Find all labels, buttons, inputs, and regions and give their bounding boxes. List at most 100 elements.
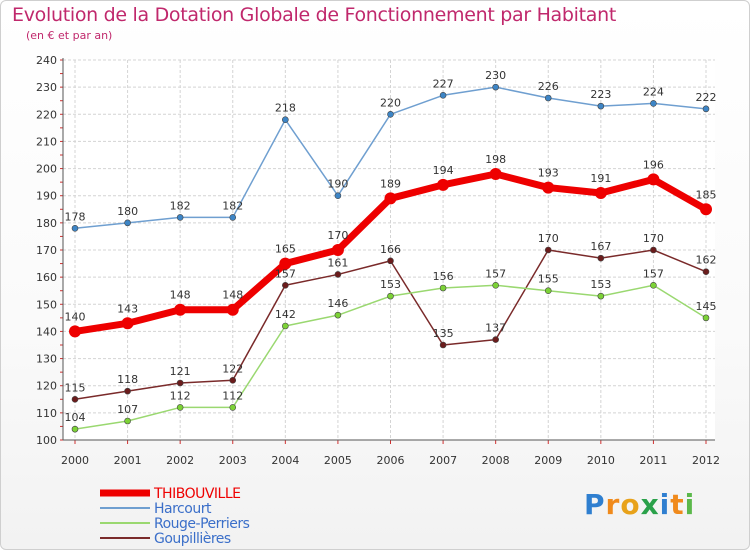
data-point xyxy=(279,257,292,270)
data-label: 157 xyxy=(485,267,506,280)
data-label: 145 xyxy=(696,300,717,313)
data-label: 170 xyxy=(643,232,664,245)
data-point xyxy=(544,246,552,254)
data-point xyxy=(650,100,657,107)
data-label: 135 xyxy=(433,327,454,340)
data-label: 185 xyxy=(696,188,717,201)
x-tick-label: 2004 xyxy=(271,454,299,467)
data-label: 142 xyxy=(275,308,296,321)
data-label: 112 xyxy=(222,389,243,402)
data-label: 140 xyxy=(65,310,86,323)
y-tick-label: 130 xyxy=(36,353,57,366)
data-label: 191 xyxy=(590,172,611,185)
x-tick-label: 2002 xyxy=(166,454,194,467)
y-tick-label: 220 xyxy=(36,108,57,121)
data-label: 104 xyxy=(65,411,86,424)
y-tick-label: 120 xyxy=(36,380,57,393)
data-point xyxy=(439,91,447,99)
x-tick-label: 2006 xyxy=(377,454,405,467)
data-label: 194 xyxy=(433,164,454,177)
y-tick-label: 160 xyxy=(36,271,57,284)
data-label: 137 xyxy=(485,322,506,335)
data-point xyxy=(124,417,131,425)
data-label: 222 xyxy=(696,91,717,104)
y-tick-label: 150 xyxy=(36,298,57,311)
data-label: 198 xyxy=(485,153,506,166)
data-label: 118 xyxy=(117,373,138,386)
data-point xyxy=(71,224,79,232)
data-point xyxy=(176,214,184,221)
data-label: 153 xyxy=(380,278,401,291)
y-tick-label: 170 xyxy=(36,244,57,257)
data-label: 180 xyxy=(117,205,138,218)
data-point xyxy=(334,192,342,200)
data-label: 182 xyxy=(222,199,243,212)
data-point xyxy=(437,178,450,191)
data-point xyxy=(334,311,342,319)
data-point xyxy=(121,317,134,330)
data-point xyxy=(174,303,187,316)
logo-letter: t xyxy=(670,488,685,521)
logo-letter: x xyxy=(640,488,660,521)
data-label: 107 xyxy=(117,403,138,416)
logo-letter: i xyxy=(684,488,696,521)
data-point xyxy=(387,257,394,265)
data-label: 157 xyxy=(643,267,664,280)
data-point xyxy=(176,404,184,411)
data-point xyxy=(492,83,499,91)
logo-letter: P xyxy=(584,488,606,521)
data-point xyxy=(71,395,79,403)
legend-label: Harcourt xyxy=(154,501,212,517)
data-point xyxy=(702,314,710,322)
data-point xyxy=(334,271,342,278)
y-tick-label: 190 xyxy=(36,190,57,203)
legend-label: Rouge-Perriers xyxy=(154,516,250,532)
data-label: 170 xyxy=(327,229,348,242)
data-point xyxy=(226,303,239,316)
x-tick-label: 2005 xyxy=(324,454,352,467)
data-point xyxy=(544,94,552,102)
y-tick-label: 180 xyxy=(36,217,57,230)
data-point xyxy=(124,387,131,395)
data-label: 148 xyxy=(170,289,191,302)
data-point xyxy=(176,379,184,387)
data-label: 178 xyxy=(65,210,86,223)
data-label: 196 xyxy=(643,158,664,171)
y-tick-label: 140 xyxy=(36,325,57,338)
x-tick-label: 2003 xyxy=(219,454,247,467)
data-point xyxy=(544,287,552,295)
data-point xyxy=(650,281,657,289)
data-label: 227 xyxy=(433,77,454,90)
data-label: 156 xyxy=(433,270,454,283)
data-point xyxy=(282,322,289,330)
x-tick-label: 2010 xyxy=(587,454,615,467)
data-point xyxy=(702,268,710,276)
data-label: 170 xyxy=(538,232,559,245)
y-tick-label: 200 xyxy=(36,163,57,176)
data-point xyxy=(700,203,712,216)
legend-label: THIBOUVILLE xyxy=(153,486,240,502)
data-point xyxy=(439,284,447,292)
data-point xyxy=(387,110,394,118)
x-tick-label: 2000 xyxy=(61,454,89,467)
data-point xyxy=(229,376,237,384)
data-label: 122 xyxy=(222,362,243,375)
data-label: 182 xyxy=(170,199,191,212)
data-point xyxy=(387,292,394,300)
data-label: 223 xyxy=(590,88,611,101)
y-tick-label: 110 xyxy=(36,407,57,420)
data-point xyxy=(702,105,710,113)
data-point xyxy=(282,116,289,124)
data-label: 162 xyxy=(696,254,717,267)
data-point xyxy=(647,173,660,186)
data-label: 161 xyxy=(327,256,348,269)
chart-subtitle: (en € et par an) xyxy=(26,29,113,42)
data-point xyxy=(439,341,447,349)
x-tick-label: 2012 xyxy=(692,454,720,467)
data-label: 166 xyxy=(380,243,401,256)
data-label: 167 xyxy=(590,240,611,253)
data-point xyxy=(229,214,237,221)
y-tick-label: 230 xyxy=(36,81,57,94)
x-tick-label: 2008 xyxy=(482,454,510,467)
data-point xyxy=(384,192,397,205)
